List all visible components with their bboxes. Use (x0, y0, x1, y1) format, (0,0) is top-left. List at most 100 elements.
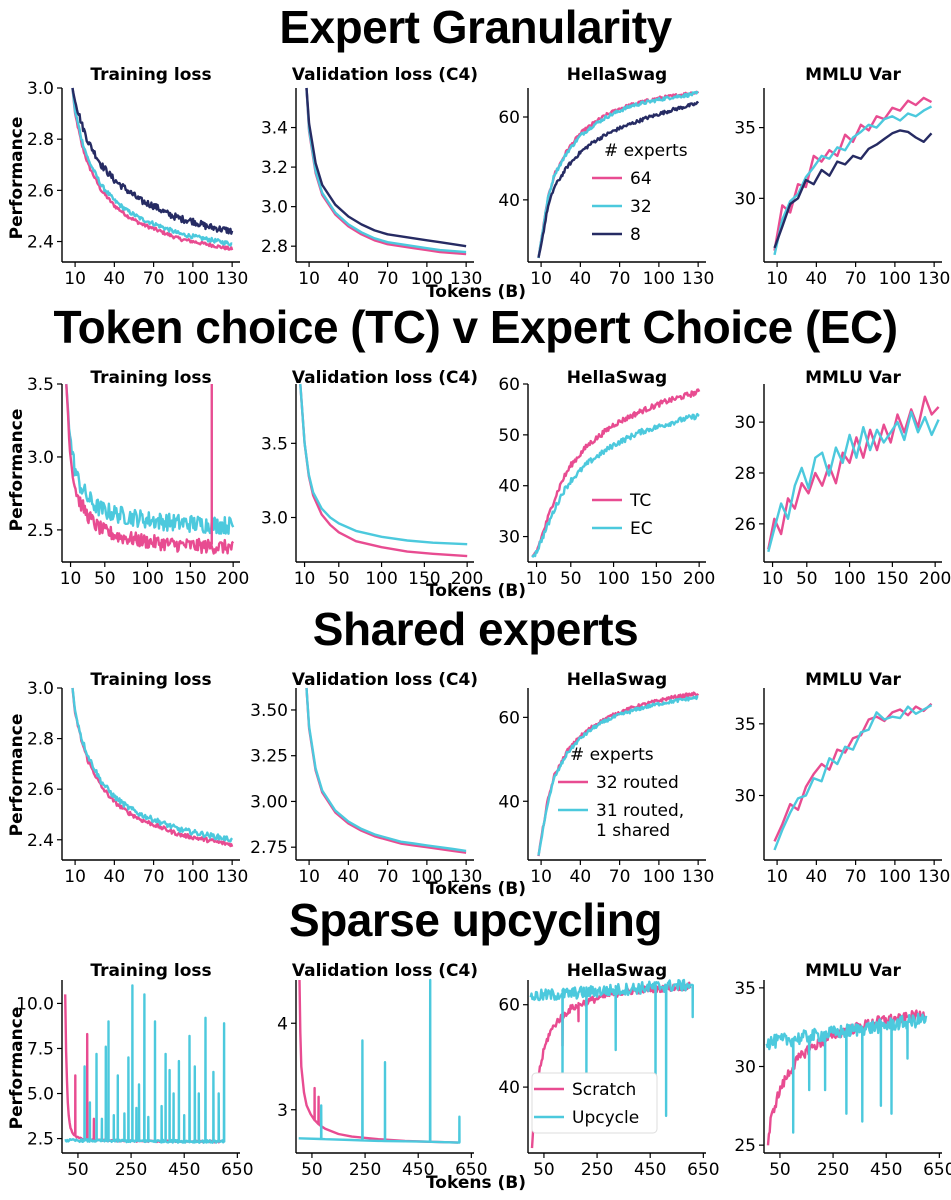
x-tick-label: 10 (762, 569, 784, 589)
y-tick-label: 30 (734, 1058, 756, 1078)
y-tick-label: 2.8 (27, 730, 54, 750)
x-tick-label: 10 (530, 867, 552, 887)
series-line-32-routed (71, 687, 234, 848)
y-tick-label: 3.0 (27, 448, 54, 468)
y-tick-label: 3.5 (261, 434, 288, 454)
panel-validation-loss: Validation loss (C4) 10 40 70 100 130 2.8 3.0 3.… (261, 65, 482, 289)
x-tick-label: 250 (817, 1160, 849, 1180)
x-tick-label: 40 (104, 269, 126, 289)
y-tick-label: 3.0 (261, 198, 288, 218)
legend-label: 32 (630, 197, 652, 217)
x-tick-label: 130 (682, 269, 714, 289)
y-tick-label: 2.4 (27, 233, 54, 253)
x-tick-label: 50 (328, 569, 350, 589)
x-tick-label: 10 (766, 867, 788, 887)
panel-mmlu-var: MMLU Var 50 250 450 650 25 30 35 (734, 961, 951, 1180)
panel-hellaswag: HellaSwag 50 250 450 650 40 60 Scratch Upcycle (498, 961, 719, 1180)
series-line-ec (531, 412, 700, 559)
x-tick-label: 70 (609, 269, 631, 289)
series-line-64 (305, 87, 467, 256)
section-title-tc-vs-ec: Token choice (TC) v Expert Choice (EC) (53, 301, 898, 353)
x-tick-label: 130 (450, 269, 482, 289)
x-tick-label: 50 (533, 1160, 555, 1180)
x-tick-label: 10 (64, 867, 86, 887)
x-tick-label: 10 (298, 269, 320, 289)
x-tick-label: 50 (94, 569, 116, 589)
y-tick-label: 40 (498, 1078, 520, 1098)
y-tick-label: 60 (498, 375, 520, 395)
series-line-8 (71, 87, 234, 235)
panel-title: Validation loss (C4) (292, 368, 478, 388)
panel-title: Validation loss (C4) (292, 670, 478, 690)
series-line-upcycle (298, 978, 461, 1144)
series-line-31-routed-1-shared (305, 687, 467, 853)
panel-mmlu-var: MMLU Var 10 50 100 150 200 26 28 30 (734, 368, 951, 589)
x-tick-label: 650 (221, 1160, 253, 1180)
series-line-32-routed (773, 702, 933, 842)
panel-training-loss: Training loss 10 50 100 150 200 2.5 3.0 3.5 (27, 368, 249, 589)
panel-title: HellaSwag (567, 65, 667, 85)
legend-label: 8 (630, 225, 641, 245)
series-line-scratch (298, 979, 459, 1144)
y-tick-label: 35 (734, 715, 756, 735)
y-tick-label: 5.0 (27, 1085, 54, 1105)
y-tick-label: 3.2 (261, 158, 288, 178)
x-tick-label: 70 (845, 867, 867, 887)
x-tick-label: 250 (349, 1160, 381, 1180)
panel-title: Validation loss (C4) (292, 65, 478, 85)
y-tick-label: 35 (734, 979, 756, 999)
panel-mmlu-var: MMLU Var 10 40 70 100 130 30 35 (734, 670, 950, 887)
series-line-tc (65, 384, 235, 555)
x-tick-label: 150 (408, 569, 440, 589)
section-title-granularity: Expert Granularity (279, 1, 672, 53)
x-tick-label: 150 (640, 569, 672, 589)
panel-title: Training loss (90, 368, 211, 388)
x-axis-label: Tokens (B) (426, 282, 526, 302)
y-tick-label: 30 (734, 189, 756, 209)
x-tick-label: 200 (217, 569, 249, 589)
legend-label: Scratch (572, 1080, 636, 1100)
x-tick-label: 10 (526, 569, 548, 589)
legend-title: # experts (604, 141, 688, 161)
y-tick-label: 2.6 (27, 780, 54, 800)
legend: # experts 32 routed 31 routed,1 shared (558, 745, 684, 841)
x-tick-label: 450 (402, 1160, 434, 1180)
x-tick-label: 250 (581, 1160, 613, 1180)
legend-label: TC (629, 491, 651, 511)
series-line-31-routed-1-shared (773, 704, 933, 851)
x-tick-label: 40 (338, 269, 360, 289)
y-tick-label: 3.25 (250, 747, 288, 767)
series-line-ec (767, 410, 940, 553)
legend-title: # experts (570, 745, 654, 765)
x-tick-label: 100 (879, 269, 911, 289)
x-tick-label: 100 (833, 569, 865, 589)
series-line-8 (773, 129, 933, 249)
x-tick-label: 100 (177, 867, 209, 887)
x-tick-label: 200 (919, 569, 951, 589)
panel-title: Training loss (90, 65, 211, 85)
x-tick-label: 70 (845, 269, 867, 289)
x-tick-label: 50 (769, 1160, 791, 1180)
x-tick-label: 650 (923, 1160, 951, 1180)
section-0-charts: Performance Tokens (B) Training loss 10 40 70… (7, 65, 950, 302)
y-axis-label: Performance (7, 714, 27, 837)
y-tick-label: 40 (498, 477, 520, 497)
x-tick-label: 10 (64, 269, 86, 289)
panel-title: HellaSwag (567, 961, 667, 981)
legend-label: 32 routed (596, 773, 679, 793)
panel-training-loss: Training loss 50 250 450 650 2.5 5.0 7.5 10.0 (16, 961, 253, 1180)
y-tick-label: 3.0 (27, 679, 54, 699)
y-tick-label: 2.5 (27, 1130, 54, 1150)
x-tick-label: 650 (455, 1160, 487, 1180)
y-tick-label: 50 (498, 426, 520, 446)
x-tick-label: 450 (634, 1160, 666, 1180)
x-tick-label: 100 (411, 867, 443, 887)
legend-label: Upcycle (572, 1108, 639, 1128)
y-tick-label: 2.8 (261, 237, 288, 257)
x-tick-label: 70 (143, 269, 165, 289)
y-tick-label: 30 (498, 528, 520, 548)
y-tick-label: 2.75 (250, 838, 288, 858)
x-tick-label: 40 (806, 867, 828, 887)
legend: # experts 64 32 8 (592, 141, 688, 245)
